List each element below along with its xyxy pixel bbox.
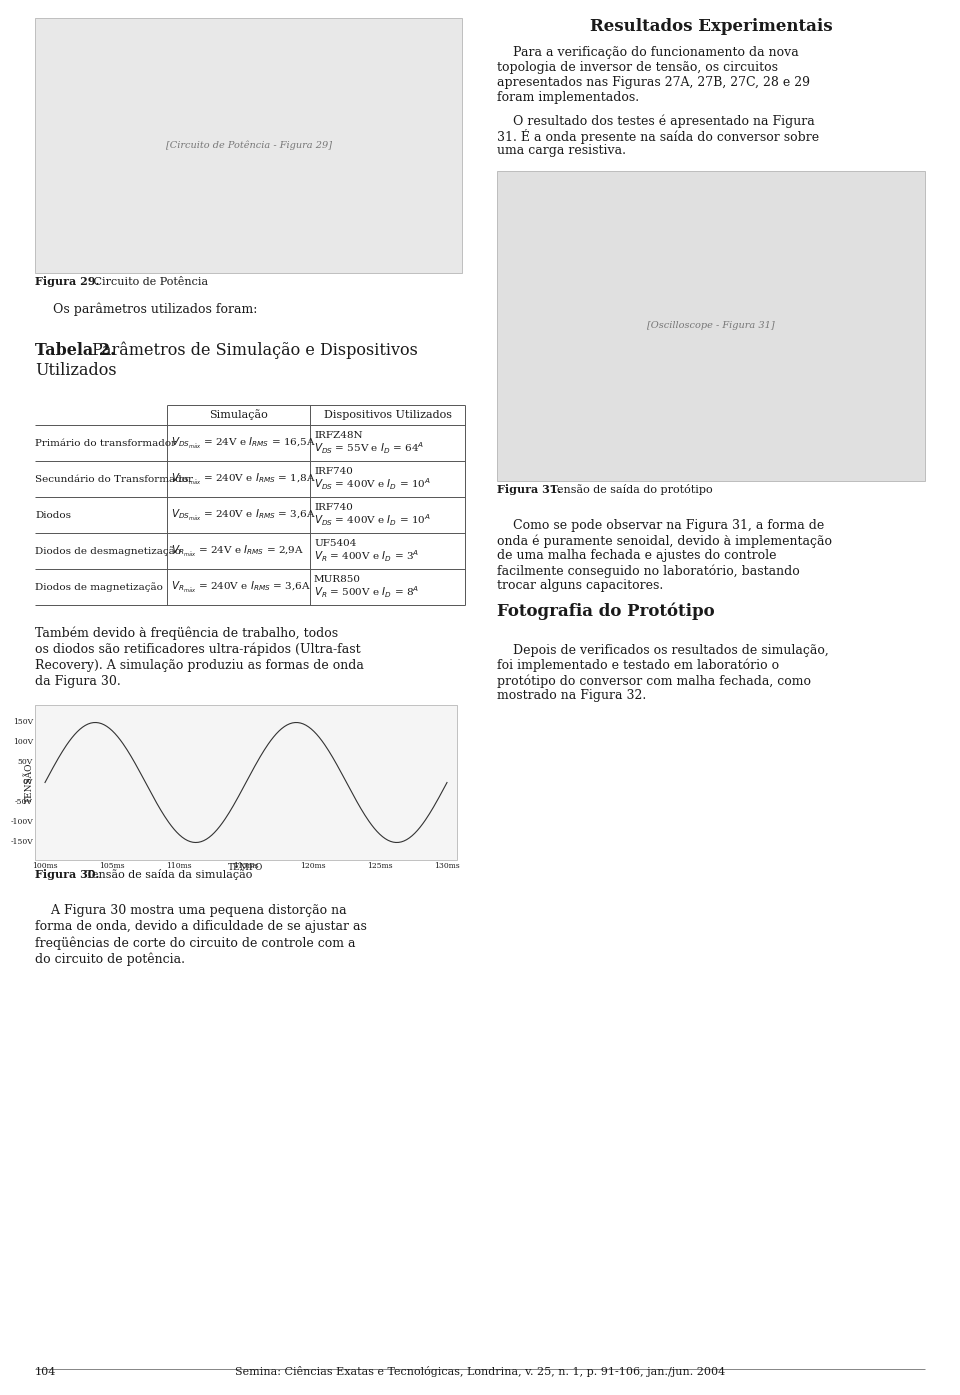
Text: Figura 31.: Figura 31. [497,484,562,495]
Text: 100ms: 100ms [33,862,58,870]
Text: Resultados Experimentais: Resultados Experimentais [589,18,832,35]
Text: $V_{DS_{m\acute{a}x}}$ = 240V e $I_{RMS}$ = 1,8A: $V_{DS_{m\acute{a}x}}$ = 240V e $I_{RMS}… [171,472,316,487]
Text: IRFZ48N: IRFZ48N [314,431,363,439]
Text: Secundário do Transformador: Secundário do Transformador [35,474,193,484]
Text: Depois de verificados os resultados de simulação,: Depois de verificados os resultados de s… [497,644,828,657]
Text: Fotografia do Protótipo: Fotografia do Protótipo [497,603,714,619]
Text: -100V: -100V [11,819,33,826]
Text: Diodos: Diodos [35,511,71,519]
Text: mostrado na Figura 32.: mostrado na Figura 32. [497,689,646,702]
Text: IRF740: IRF740 [314,467,353,476]
Text: Como se pode observar na Figura 31, a forma de: Como se pode observar na Figura 31, a fo… [497,519,825,531]
Text: 115ms: 115ms [233,862,259,870]
Text: UF5404: UF5404 [314,538,356,548]
Bar [35,704,457,859]
Text: de uma malha fechada e ajustes do controle: de uma malha fechada e ajustes do contro… [497,550,777,562]
Text: 31. É a onda presente na saída do conversor sobre: 31. É a onda presente na saída do conver… [497,128,819,144]
Text: topologia de inversor de tensão, os circuitos: topologia de inversor de tensão, os circ… [497,61,778,74]
Text: [Oscilloscope - Figura 31]: [Oscilloscope - Figura 31] [647,321,775,331]
Text: TENSÃO: TENSÃO [25,762,34,802]
Text: -150V: -150V [11,838,33,847]
Text: trocar alguns capacitores.: trocar alguns capacitores. [497,579,663,591]
Text: freqüências de corte do circuito de controle com a: freqüências de corte do circuito de cont… [35,936,355,950]
Text: facilmente conseguido no laboratório, bastando: facilmente conseguido no laboratório, ba… [497,564,800,578]
Text: TEMPO: TEMPO [228,864,264,872]
Text: foi implementado e testado em laboratório o: foi implementado e testado em laboratóri… [497,658,780,672]
Text: 110ms: 110ms [166,862,192,870]
Text: da Figura 30.: da Figura 30. [35,675,121,688]
Text: Figura 29.: Figura 29. [35,276,100,287]
Text: 150V: 150V [12,718,33,727]
Text: Dispositivos Utilizados: Dispositivos Utilizados [324,410,451,420]
Text: forma de onda, devido a dificuldade de se ajustar as: forma de onda, devido a dificuldade de s… [35,919,367,933]
Text: Também devido à freqüência de trabalho, todos: Também devido à freqüência de trabalho, … [35,626,338,640]
Text: 50V: 50V [17,759,33,766]
Text: Simulação: Simulação [209,410,268,420]
Text: 100V: 100V [12,738,33,746]
Bar [35,18,462,273]
Text: Figura 30.: Figura 30. [35,869,100,880]
Text: do circuito de potência.: do circuito de potência. [35,951,185,965]
Text: O resultado dos testes é apresentado na Figura: O resultado dos testes é apresentado na … [497,114,815,127]
Text: Recovery). A simulação produziu as formas de onda: Recovery). A simulação produziu as forma… [35,658,364,672]
Text: Circuito de Potência: Circuito de Potência [90,278,208,287]
Text: Semina: Ciências Exatas e Tecnológicas, Londrina, v. 25, n. 1, p. 91-106, jan./j: Semina: Ciências Exatas e Tecnológicas, … [235,1366,725,1377]
Text: IRF740: IRF740 [314,504,353,512]
Text: Para a verificação do funcionamento da nova: Para a verificação do funcionamento da n… [497,46,799,59]
Text: $V_{R_{m\acute{a}x}}$ = 240V e $I_{RMS}$ = 3,6A: $V_{R_{m\acute{a}x}}$ = 240V e $I_{RMS}$… [171,579,311,594]
Text: 125ms: 125ms [367,862,393,870]
Text: $V_{R_{m\acute{a}x}}$ = 24V e $I_{RMS}$ = 2,9A: $V_{R_{m\acute{a}x}}$ = 24V e $I_{RMS}$ … [171,544,304,558]
Text: onda é puramente senoidal, devido à implementação: onda é puramente senoidal, devido à impl… [497,534,832,547]
Text: 130ms: 130ms [434,862,460,870]
Text: Tabela 2.: Tabela 2. [35,342,115,359]
Bar [497,172,925,481]
Text: 104: 104 [35,1367,57,1377]
Text: $V_R$ = 500V e $I_D$ = 8$^A$: $V_R$ = 500V e $I_D$ = 8$^A$ [314,585,420,600]
Text: Os parâmetros utilizados foram:: Os parâmetros utilizados foram: [53,303,257,317]
Text: protótipo do conversor com malha fechada, como: protótipo do conversor com malha fechada… [497,674,811,688]
Text: 120ms: 120ms [300,862,325,870]
Text: A Figura 30 mostra uma pequena distorção na: A Figura 30 mostra uma pequena distorção… [35,904,347,917]
Text: $V_{DS}$ = 400V e $I_D$ = 10$^A$: $V_{DS}$ = 400V e $I_D$ = 10$^A$ [314,477,431,492]
Text: 105ms: 105ms [99,862,125,870]
Text: Diodos de magnetização: Diodos de magnetização [35,582,163,591]
Text: $V_{DS_{m\acute{a}x}}$ = 240V e $I_{RMS}$ = 3,6A: $V_{DS_{m\acute{a}x}}$ = 240V e $I_{RMS}… [171,508,316,523]
Text: Diodos de desmagnetização: Diodos de desmagnetização [35,545,181,555]
Text: foram implementados.: foram implementados. [497,91,639,105]
Text: [Circuito de Potência - Figura 29]: [Circuito de Potência - Figura 29] [165,141,331,151]
Text: Parâmetros de Simulação e Dispositivos: Parâmetros de Simulação e Dispositivos [92,342,418,359]
Text: $V_{DS}$ = 55V e $I_D$ = 64$^A$: $V_{DS}$ = 55V e $I_D$ = 64$^A$ [314,441,424,456]
Text: Utilizados: Utilizados [35,361,116,379]
Text: MUR850: MUR850 [314,575,361,585]
Text: apresentados nas Figuras 27A, 27B, 27C, 28 e 29: apresentados nas Figuras 27A, 27B, 27C, … [497,75,810,89]
Text: uma carga resistiva.: uma carga resistiva. [497,144,626,158]
Text: $V_R$ = 400V e $I_D$ = 3$^A$: $V_R$ = 400V e $I_D$ = 3$^A$ [314,548,420,564]
Text: 0V: 0V [23,778,33,787]
Text: -50V: -50V [15,798,33,806]
Text: os diodos são retificadores ultra-rápidos (Ultra-fast: os diodos são retificadores ultra-rápido… [35,643,361,657]
Text: $V_{DS}$ = 400V e $I_D$ = 10$^A$: $V_{DS}$ = 400V e $I_D$ = 10$^A$ [314,512,431,527]
Text: Tensão de saída do protótipo: Tensão de saída do protótipo [547,484,712,495]
Text: $V_{DS_{m\acute{a}x}}$ = 24V e $I_{RMS}$ = 16,5A: $V_{DS_{m\acute{a}x}}$ = 24V e $I_{RMS}$… [171,435,316,451]
Text: Tensão de saída da simulação: Tensão de saída da simulação [82,869,252,880]
Text: Primário do transformador: Primário do transformador [35,438,176,448]
